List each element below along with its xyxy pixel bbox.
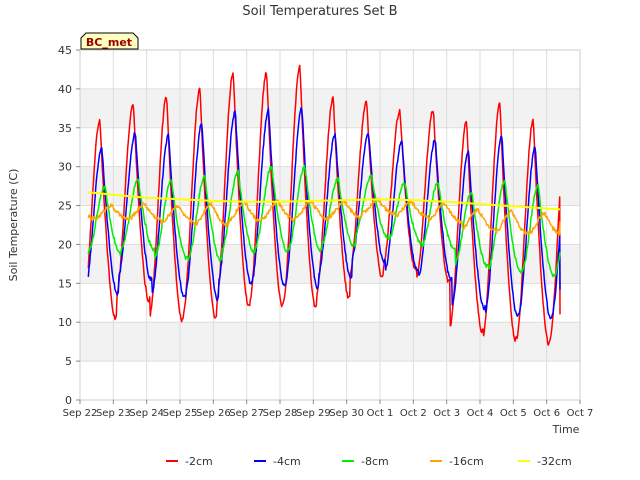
x-tick-label: Oct 7 — [567, 408, 594, 419]
x-tick-label: Oct 6 — [533, 408, 560, 419]
legend-label: -2cm — [185, 455, 213, 468]
y-tick-label: 20 — [58, 238, 72, 251]
y-tick-label: 45 — [58, 44, 72, 57]
y-tick-label: 40 — [58, 83, 72, 96]
x-tick-label: Sep 26 — [196, 408, 231, 419]
series-line-minus-16cm — [87, 197, 561, 236]
x-tick-label: Sep 25 — [163, 408, 198, 419]
x-tick-label: Sep 27 — [229, 408, 264, 419]
y-axis-ticks: 0 5 10 15 20 25 30 35 40 45 — [58, 44, 80, 407]
legend-label: -4cm — [273, 455, 301, 468]
y-tick-label: 30 — [58, 161, 72, 174]
y-tick-label: 0 — [65, 394, 72, 407]
y-tick-label: 5 — [65, 355, 72, 368]
plot-area — [79, 49, 581, 401]
series-line-minus-32cm — [88, 191, 561, 211]
series-lines — [87, 64, 561, 346]
legend-item: -32cm — [518, 455, 572, 468]
site-label-badge: BC_met — [80, 32, 139, 50]
background-band — [80, 322, 580, 362]
legend: -2cm -4cm -8cm -16cm -32cm — [166, 455, 572, 468]
series-line-minus-8cm — [87, 164, 561, 278]
x-tick-label: Sep 29 — [296, 408, 331, 419]
x-tick-label: Oct 5 — [500, 408, 527, 419]
x-tick-label: Oct 2 — [400, 408, 427, 419]
series-line-minus-2cm — [87, 64, 561, 346]
x-tick-label: Sep 30 — [329, 408, 364, 419]
legend-label: -32cm — [537, 455, 572, 468]
y-tick-label: 10 — [58, 316, 72, 329]
background-band — [80, 244, 580, 284]
legend-item: -4cm — [254, 455, 301, 468]
x-tick-label: Oct 4 — [467, 408, 494, 419]
x-tick-label: Sep 23 — [96, 408, 131, 419]
series-line-minus-4cm — [87, 107, 561, 320]
site-label-box — [80, 32, 139, 50]
x-tick-label: Sep 22 — [63, 408, 98, 419]
legend-item: -16cm — [430, 455, 484, 468]
x-axis-label: Time — [552, 423, 580, 436]
legend-item: -2cm — [166, 455, 213, 468]
y-tick-label: 35 — [58, 122, 72, 135]
x-tick-label: Sep 24 — [129, 408, 164, 419]
y-axis-label: Soil Temperature (C) — [7, 169, 20, 282]
legend-label: -16cm — [449, 455, 484, 468]
legend-label: -8cm — [361, 455, 389, 468]
x-tick-label: Oct 3 — [433, 408, 460, 419]
chart-title: Soil Temperatures Set B — [242, 4, 397, 19]
legend-item: -8cm — [342, 455, 389, 468]
site-label-text: BC_met — [86, 36, 132, 49]
y-tick-label: 15 — [58, 277, 72, 290]
x-tick-label: Sep 28 — [263, 408, 298, 419]
x-tick-label: Oct 1 — [367, 408, 394, 419]
y-tick-label: 25 — [58, 200, 72, 213]
